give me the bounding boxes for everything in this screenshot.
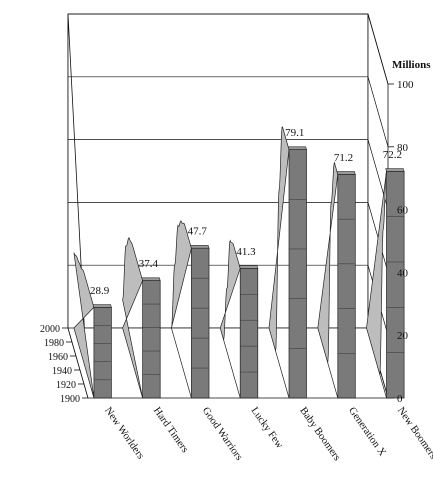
ribbon-front-4 (288, 149, 307, 399)
peak-label-3: 41.3 (236, 246, 256, 258)
ribbon-side-2 (171, 220, 192, 399)
z-tick-label: 100 (397, 79, 414, 91)
gridline-60 (68, 139, 389, 210)
gridline-100 (68, 13, 389, 85)
ribbon-cap-0 (92, 304, 112, 308)
ribbon-side-6 (366, 171, 387, 399)
z-tick-label: 20 (397, 330, 409, 342)
ribbon-cap-4 (287, 146, 307, 150)
ribbon-front-2 (191, 247, 210, 399)
ribbon-side-3 (219, 239, 241, 399)
category-label-3: Lucky Few (249, 405, 286, 451)
z-tick-label: 80 (397, 142, 409, 154)
category-label-5: Generation X (346, 405, 388, 458)
peak-label-5: 71.2 (334, 152, 353, 164)
ribbon-side-4 (268, 126, 290, 399)
peak-label-4: 79.1 (285, 127, 304, 139)
ribbon-front-3 (239, 267, 259, 399)
z-tick-label: 40 (397, 267, 409, 279)
gridline-80 (68, 76, 389, 147)
ribbon-cap-5 (336, 171, 356, 175)
category-label-0: New Worlders (102, 405, 146, 461)
peak-label-0: 28.9 (90, 285, 110, 297)
z-axis-label: Millions (392, 59, 431, 71)
peak-label-6: 72.2 (383, 149, 402, 161)
year-tick-label: 1960 (48, 352, 68, 363)
z-tick-label: 0 (397, 393, 403, 405)
year-tick-label: 2000 (40, 324, 60, 335)
category-label-1: Hard Timers (151, 405, 190, 455)
ribbon-cap-1 (141, 277, 161, 281)
ribbon-front-0 (93, 306, 112, 399)
ribbon-side-5 (317, 161, 339, 399)
category-label-4: Baby Boomers (297, 405, 342, 463)
ribbon-cap-2 (190, 245, 210, 249)
peak-label-2: 47.7 (188, 226, 208, 238)
year-tick-label: 1980 (44, 338, 64, 349)
chart-ribbons (73, 126, 405, 399)
ribbon-front-5 (337, 174, 356, 399)
ribbon-cap-6 (385, 168, 405, 172)
back-wall (67, 13, 369, 329)
ribbon-side-0 (73, 252, 95, 399)
category-label-6: New Boomers (395, 405, 433, 461)
year-tick-label: 1940 (52, 366, 72, 377)
z-tick-label: 60 (397, 205, 409, 217)
year-tick-label: 1900 (60, 394, 80, 405)
category-label-2: Good Warriors (200, 405, 245, 462)
year-tick-label: 1920 (56, 380, 76, 391)
ribbon-side-1 (122, 237, 143, 399)
peak-label-1: 37.4 (139, 258, 159, 270)
ribbon-front-1 (142, 280, 161, 399)
ribbon-cap-3 (239, 265, 259, 269)
